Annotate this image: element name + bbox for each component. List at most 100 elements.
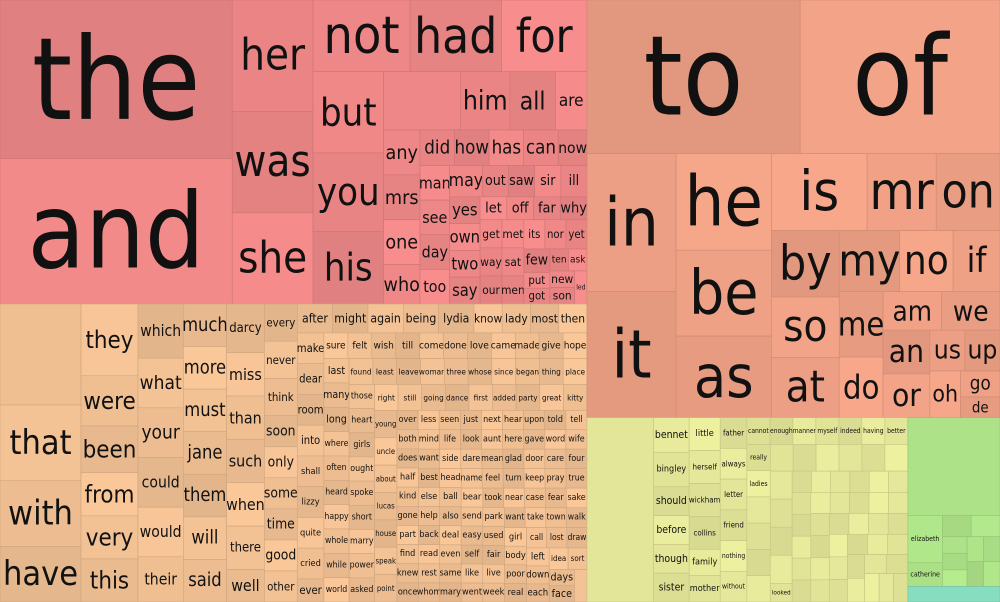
word-label-this: this [90,566,129,594]
tile-often [323,455,350,481]
tile-ill [560,165,588,198]
word-label-do: do [843,368,880,406]
tile-feelings [769,498,793,528]
word-label-lizzy: lizzy [302,497,320,508]
word-label-their: their [144,570,177,588]
tile-who [383,264,421,305]
tile-minor-words [907,586,1000,602]
word-label-else: else [421,492,437,502]
tile-happy [323,504,350,530]
word-label-with: with [8,494,73,534]
word-label-ten: ten [552,254,567,265]
tile-together [847,577,865,602]
word-label-power: power [350,561,375,571]
word-label-bingley: bingley [657,465,687,475]
tile-she [231,212,314,305]
tile-be [675,249,772,337]
word-label-by: by [779,236,832,291]
tile-they [80,303,139,377]
word-label-her: her [240,31,306,81]
word-label-good: good [265,547,296,563]
word-label-true: true [568,473,584,483]
word-label-his: his [324,246,373,290]
word-label-both: both [398,434,416,444]
word-label-day: day [422,243,449,262]
word-label-help: help [420,511,438,521]
tile-character [966,561,984,587]
word-label-ill: ill [569,173,580,189]
word-label-every: every [266,316,295,330]
word-label-letter: letter [724,490,743,499]
word-label-leave: leave [399,366,419,376]
word-label-if: if [967,241,988,281]
word-label-cannot: cannot [748,427,769,435]
word-label-friend: friend [723,521,744,530]
word-label-they: they [86,326,134,354]
tile-reason [829,492,850,514]
word-label-oh: oh [932,381,958,407]
word-label-lydia: lydia [443,311,469,325]
tile-therefore [942,536,968,554]
tile-on [935,153,1000,231]
tile-minor-words [907,417,1000,516]
word-label-room: room [298,403,324,416]
tile-yourself [864,573,880,602]
tile-would [137,506,184,558]
tile-much [183,303,227,347]
word-label-care: care [547,454,564,464]
tile-think [264,378,298,417]
tile-coming [888,470,909,493]
word-label-more: more [184,357,226,378]
word-label-son: son [553,289,572,303]
tile-himself [746,549,771,577]
word-label-ask: ask [570,254,586,265]
word-label-uncle: uncle [376,447,395,456]
word-label-even: even [441,549,461,559]
word-label-very: very [86,523,134,551]
word-label-two: two [451,254,478,273]
word-label-nothing: nothing [722,552,745,560]
word-label-short: short [352,512,372,522]
word-label-or: or [892,378,921,414]
tile-might [332,303,369,334]
word-label-much: much [182,315,228,336]
word-label-and: and [28,170,205,292]
tile-can [523,129,559,166]
tile-opinion [847,533,868,555]
word-label-myself: myself [817,427,838,435]
tile-you [312,152,384,232]
tile-them [183,473,227,518]
tile-attention [983,536,1000,562]
word-label-manner: manner [793,427,817,435]
tile-when [226,482,265,527]
tile-course [810,557,830,581]
tile-friend [719,509,748,541]
group-peach: that with have they were been from very this whic… [0,303,588,602]
tile-charlotte [970,515,1000,538]
word-label-heard: heard [325,487,348,497]
tile-bingley [653,451,690,488]
word-label-what: what [140,372,182,394]
word-label-are: are [559,91,584,111]
word-label-whom: whom [417,587,442,597]
word-label-made: made [514,340,540,351]
word-label-been: been [83,435,137,463]
word-label-told: told [548,415,563,425]
word-label-look: look [463,434,480,444]
word-label-often: often [326,463,346,473]
word-label-knew: knew [397,568,419,578]
tile-in [586,153,677,292]
word-label-dare: dare [462,454,480,464]
tile-collins [688,516,721,550]
tile-well [226,569,265,602]
word-label-met: met [502,227,523,241]
word-label-without: without [722,583,746,591]
word-label-mrs: mrs [385,186,419,209]
tile-others [791,579,812,602]
tile-his [312,231,384,305]
word-label-still: still [404,392,417,402]
tile-miss [226,352,265,397]
word-label-all: all [520,86,546,115]
word-label-back: back [419,530,439,540]
